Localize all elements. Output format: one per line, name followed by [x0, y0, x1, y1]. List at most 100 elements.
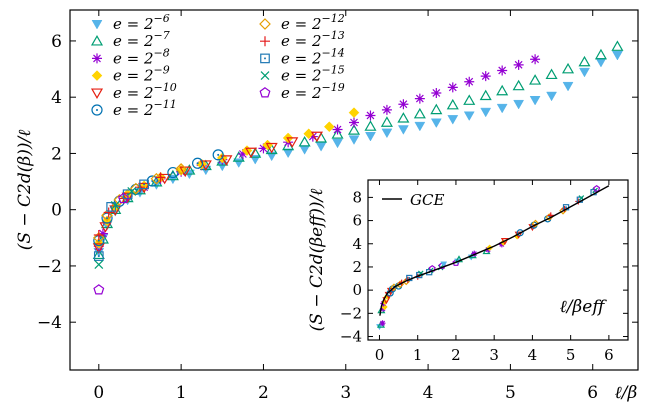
data-point [139, 179, 149, 190]
legend-marker [90, 34, 104, 46]
legend-marker [92, 53, 102, 64]
main-ytick-label: −4 [37, 313, 62, 333]
data-point [414, 93, 425, 104]
legend-marker [259, 87, 271, 98]
main-xtick-label: 0 [93, 383, 104, 403]
data-point [175, 163, 187, 175]
series [93, 192, 129, 295]
inset-point [593, 184, 601, 192]
legend-marker [260, 53, 270, 64]
data-point [151, 180, 162, 190]
data-point [233, 158, 245, 168]
data-point [464, 76, 475, 87]
series [94, 186, 137, 269]
data-point [332, 124, 343, 135]
main-ylabel: (S − C2d(β))/ℓ [15, 130, 35, 251]
data-point [237, 149, 248, 159]
data-point [94, 260, 104, 269]
data-point [167, 166, 179, 179]
data-point [414, 121, 426, 132]
data-point [348, 135, 360, 145]
series [92, 40, 624, 260]
legend-marker [91, 20, 103, 30]
data-point [220, 155, 233, 166]
inset-point [440, 261, 448, 268]
data-point [92, 248, 105, 260]
main-plot-frame [69, 9, 639, 371]
data-point [265, 142, 278, 154]
data-point [166, 169, 179, 181]
data-point [127, 186, 137, 196]
data-point [299, 145, 311, 155]
data-point [579, 67, 590, 78]
main-xtick-label: 6 [587, 383, 598, 403]
data-point [578, 55, 591, 67]
data-point [446, 98, 459, 110]
data-point [315, 142, 327, 152]
data-point [545, 68, 558, 80]
data-point [282, 148, 294, 159]
legend-label: e = 2−19 [281, 81, 345, 102]
data-point [447, 82, 458, 93]
data-point [103, 207, 114, 218]
inset-frame [367, 179, 629, 341]
data-point [430, 118, 442, 129]
data-point [245, 147, 258, 159]
data-point [323, 121, 335, 133]
data-point [232, 151, 245, 162]
inset-xtick-label: 2 [451, 346, 461, 364]
data-point [364, 120, 377, 131]
data-point [118, 192, 129, 204]
data-point [332, 138, 343, 149]
legend-marker [260, 36, 270, 47]
main-plot: 0 1 2 3 4 5 6 −4 −2 0 2 4 6 (S − C2d(β))/ℓ ℓ/β [15, 9, 639, 403]
main-xtick-label: 1 [176, 383, 187, 403]
inset-point [531, 219, 540, 228]
data-point [398, 99, 409, 110]
inset-plot: 0 1 2 3 4 5 6 −4 −2 0 2 4 6 8 (S − C2d(βeff))/ℓ ℓ/βeff G… [307, 179, 629, 364]
data-point [463, 111, 475, 121]
data-point [496, 103, 508, 114]
inset-ytick-label: 2 [352, 258, 362, 276]
data-point [546, 91, 557, 102]
main-xlabel: ℓ/β [615, 383, 638, 403]
data-point [365, 132, 376, 142]
data-point [413, 107, 426, 119]
data-point [191, 157, 204, 169]
data-point [480, 71, 491, 82]
inset-point [379, 320, 386, 327]
inset-xtick-label: 1 [413, 346, 423, 364]
data-point [212, 149, 224, 161]
data-point [513, 59, 524, 70]
data-point [430, 103, 443, 115]
main-ytick-label: −2 [37, 257, 62, 277]
data-point [92, 231, 105, 244]
inset-point [471, 250, 478, 257]
data-point [397, 112, 410, 123]
inset-xtick-label: 4 [528, 346, 538, 364]
data-point [561, 62, 575, 74]
data-point [155, 172, 166, 183]
data-point [529, 74, 542, 85]
data-point [106, 202, 117, 212]
inset-ylabel: (S − C2d(βeff))/ℓ [307, 189, 327, 332]
gce-curve [379, 185, 610, 316]
data-point [349, 117, 359, 128]
main-ytick-label: 4 [51, 88, 62, 108]
data-point [529, 96, 541, 106]
inset-ytick-label: 8 [352, 188, 362, 206]
data-point [447, 115, 459, 125]
data-point [397, 125, 409, 135]
main-ytick-label: 6 [51, 32, 62, 52]
data-point [265, 143, 278, 155]
data-point [381, 104, 392, 115]
data-point [348, 107, 360, 119]
data-point [331, 128, 344, 139]
data-point [562, 81, 574, 92]
data-point [298, 135, 311, 147]
data-point [310, 131, 323, 143]
data-point [93, 230, 104, 240]
main-xtick-label: 5 [505, 383, 516, 403]
legend-marker [90, 88, 104, 100]
inset-xlabel: ℓ/βeff [560, 297, 608, 317]
